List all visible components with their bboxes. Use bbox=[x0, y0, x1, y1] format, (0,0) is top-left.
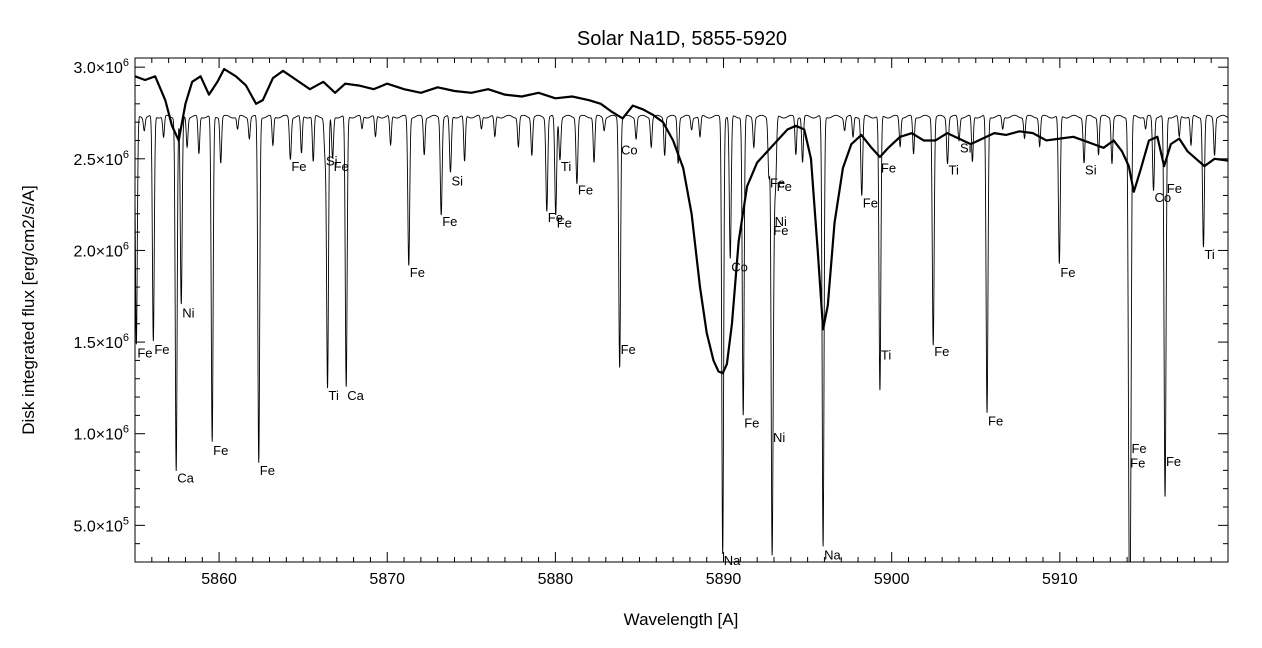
line-label: Fe bbox=[213, 443, 228, 458]
x-tick-label: 5870 bbox=[369, 571, 405, 588]
line-label: Fe bbox=[557, 216, 572, 231]
x-axis-label: Wavelength [A] bbox=[624, 610, 739, 629]
line-label: Fe bbox=[291, 159, 306, 174]
x-tick-label: 5890 bbox=[706, 571, 742, 588]
x-tick-label: 5910 bbox=[1042, 571, 1078, 588]
y-tick-label: 2.0×106 bbox=[73, 240, 129, 260]
plot-area: Fe FeCaNiFeFeFeTiSiFeCaFeFeSiFeTiFeFeFeCo… bbox=[134, 57, 1229, 568]
line-label: Fe bbox=[1166, 454, 1181, 469]
line-label: Ca bbox=[347, 388, 364, 403]
line-label: Fe bbox=[1131, 441, 1146, 456]
y-tick-label: 2.5×106 bbox=[73, 149, 129, 169]
line-label: Si bbox=[326, 153, 338, 168]
y-axis: 5.0×105 1.0×106 1.5×106 2.0×106 2.5×106 3.0×1… bbox=[73, 57, 1228, 545]
line-label: Fe bbox=[744, 415, 759, 430]
line-label: Fe bbox=[1130, 456, 1145, 471]
x-tick-label: 5880 bbox=[538, 571, 574, 588]
y-axis-label: Disk integrated flux [erg/cm2/s/A] bbox=[19, 185, 38, 434]
line-label: Fe bbox=[1060, 265, 1075, 280]
line-label: Fe bbox=[988, 414, 1003, 429]
line-label: Fe bbox=[548, 210, 563, 225]
line-label: Co bbox=[1155, 190, 1172, 205]
line-label: Fe bbox=[863, 195, 878, 210]
line-label: Fe bbox=[1167, 181, 1182, 196]
series-line-thin bbox=[135, 114, 1228, 562]
x-tick-label: 5860 bbox=[201, 571, 237, 588]
line-label: Fe bbox=[154, 342, 169, 357]
line-label: Ca bbox=[177, 470, 194, 485]
line-label: Fe bbox=[881, 161, 896, 176]
line-label: Fe bbox=[773, 223, 788, 238]
line-label: Si bbox=[1085, 162, 1097, 177]
line-label: Co bbox=[621, 142, 638, 157]
plot-frame bbox=[134, 57, 1229, 563]
line-label: Ti bbox=[1204, 247, 1214, 262]
line-label: Ni bbox=[773, 430, 785, 445]
line-label: Fe bbox=[578, 183, 593, 198]
line-label: Si bbox=[960, 140, 972, 155]
line-label: Ti bbox=[329, 388, 339, 403]
line-label: Na bbox=[824, 547, 841, 562]
line-label: Si bbox=[451, 173, 463, 188]
series-line-thick bbox=[135, 67, 1228, 375]
chart-title: Solar Na1D, 5855-5920 bbox=[577, 28, 787, 50]
x-axis: 5860 5870 5880 5890 5900 5910 bbox=[134, 58, 1229, 588]
line-label: Ti bbox=[881, 348, 891, 363]
line-label: Ni bbox=[775, 214, 787, 229]
line-label: Ti bbox=[561, 159, 571, 174]
line-label: Fe bbox=[137, 346, 152, 361]
line-label: Na bbox=[724, 553, 741, 568]
line-label: Fe bbox=[334, 159, 349, 174]
line-label: Ni bbox=[182, 305, 194, 320]
line-label: Fe bbox=[777, 179, 792, 194]
y-tick-label: 3.0×106 bbox=[73, 57, 129, 77]
line-label: Fe bbox=[410, 265, 425, 280]
line-label: Fe bbox=[442, 214, 457, 229]
y-tick-label: 1.5×106 bbox=[73, 332, 129, 352]
y-tick-label: 5.0×105 bbox=[73, 515, 129, 535]
line-label: Ti bbox=[949, 162, 959, 177]
line-label: Co bbox=[731, 260, 748, 275]
y-tick-label: 1.0×106 bbox=[73, 424, 129, 444]
line-label: Fe bbox=[260, 463, 275, 478]
x-tick-label: 5900 bbox=[874, 571, 910, 588]
line-label: Fe bbox=[621, 342, 636, 357]
line-label: Fe bbox=[770, 175, 785, 190]
line-label: Fe bbox=[934, 344, 949, 359]
